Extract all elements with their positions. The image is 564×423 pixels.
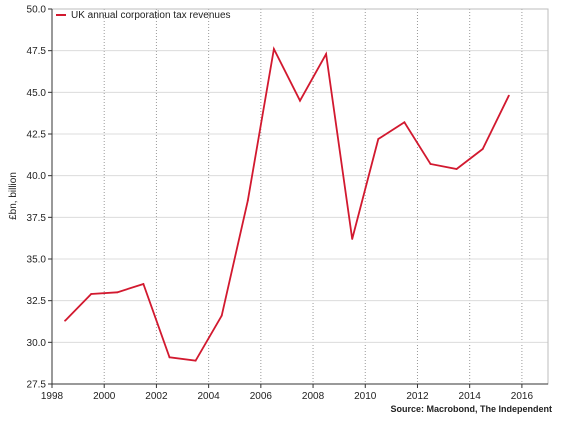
data-point — [64, 319, 66, 322]
y-tick-label: 42.5 — [27, 130, 47, 141]
x-tick-label: 2014 — [459, 391, 482, 402]
y-tick-label: 35.0 — [27, 255, 47, 266]
y-tick-label: 37.5 — [27, 213, 47, 224]
x-tick-label: 2016 — [511, 391, 534, 402]
y-tick-labels: 27.5 30.0 32.5 35.0 37.5 40.0 42.5 45.0 47.5 50.0 — [27, 5, 52, 391]
plot-frame — [51, 8, 549, 385]
data-point — [455, 168, 458, 170]
x-tick-label: 2008 — [302, 391, 325, 402]
data-point — [116, 291, 119, 294]
data-point — [351, 238, 354, 240]
data-point — [90, 293, 93, 295]
x-tick-label: 1998 — [41, 391, 64, 402]
x-tick-label: 2012 — [406, 391, 429, 402]
data-point — [429, 163, 432, 165]
data-point — [220, 314, 223, 317]
data-point — [299, 99, 301, 102]
y-tick-label: 50.0 — [27, 5, 47, 16]
y-tick-label: 40.0 — [27, 171, 47, 182]
data-point — [142, 283, 145, 285]
data-point — [168, 356, 171, 359]
data-point — [481, 148, 484, 150]
series-group — [64, 46, 510, 362]
x-tick-label: 2000 — [93, 391, 116, 402]
data-point — [507, 94, 510, 97]
horizontal-gridlines — [52, 8, 548, 385]
data-point — [325, 53, 328, 55]
y-axis: 27.5 30.0 32.5 35.0 37.5 40.0 42.5 45.0 47.5 50.0 — [27, 5, 53, 391]
x-tick-label: 2002 — [145, 391, 168, 402]
legend-label: UK annual corporation tax revenues — [71, 10, 231, 21]
data-point — [194, 359, 197, 362]
y-tick-label: 45.0 — [27, 88, 47, 99]
data-point — [377, 138, 380, 140]
y-tick-label: 47.5 — [27, 46, 47, 57]
data-point — [246, 199, 249, 202]
y-axis-label: £bn, billion — [8, 172, 19, 220]
x-tick-label: 2006 — [250, 391, 273, 402]
data-point — [403, 121, 406, 124]
y-tick-label: 30.0 — [27, 338, 47, 349]
source-note: Source: Macrobond, The Independent — [390, 404, 552, 414]
vertical-gridlines — [51, 9, 523, 384]
x-tick-label: 2010 — [354, 391, 377, 402]
legend: UK annual corporation tax revenues — [56, 10, 231, 21]
data-point — [272, 48, 275, 50]
x-axis: 1998 2000 2002 2004 2006 2008 2010 2012 2014 2016 — [41, 383, 548, 402]
x-tick-labels: 1998 2000 2002 2004 2006 2008 2010 2012 2014 2016 — [41, 384, 534, 402]
y-tick-label: 27.5 — [27, 380, 47, 391]
series-line — [64, 46, 510, 362]
y-tick-label: 32.5 — [27, 296, 47, 307]
x-tick-label: 2004 — [198, 391, 221, 402]
